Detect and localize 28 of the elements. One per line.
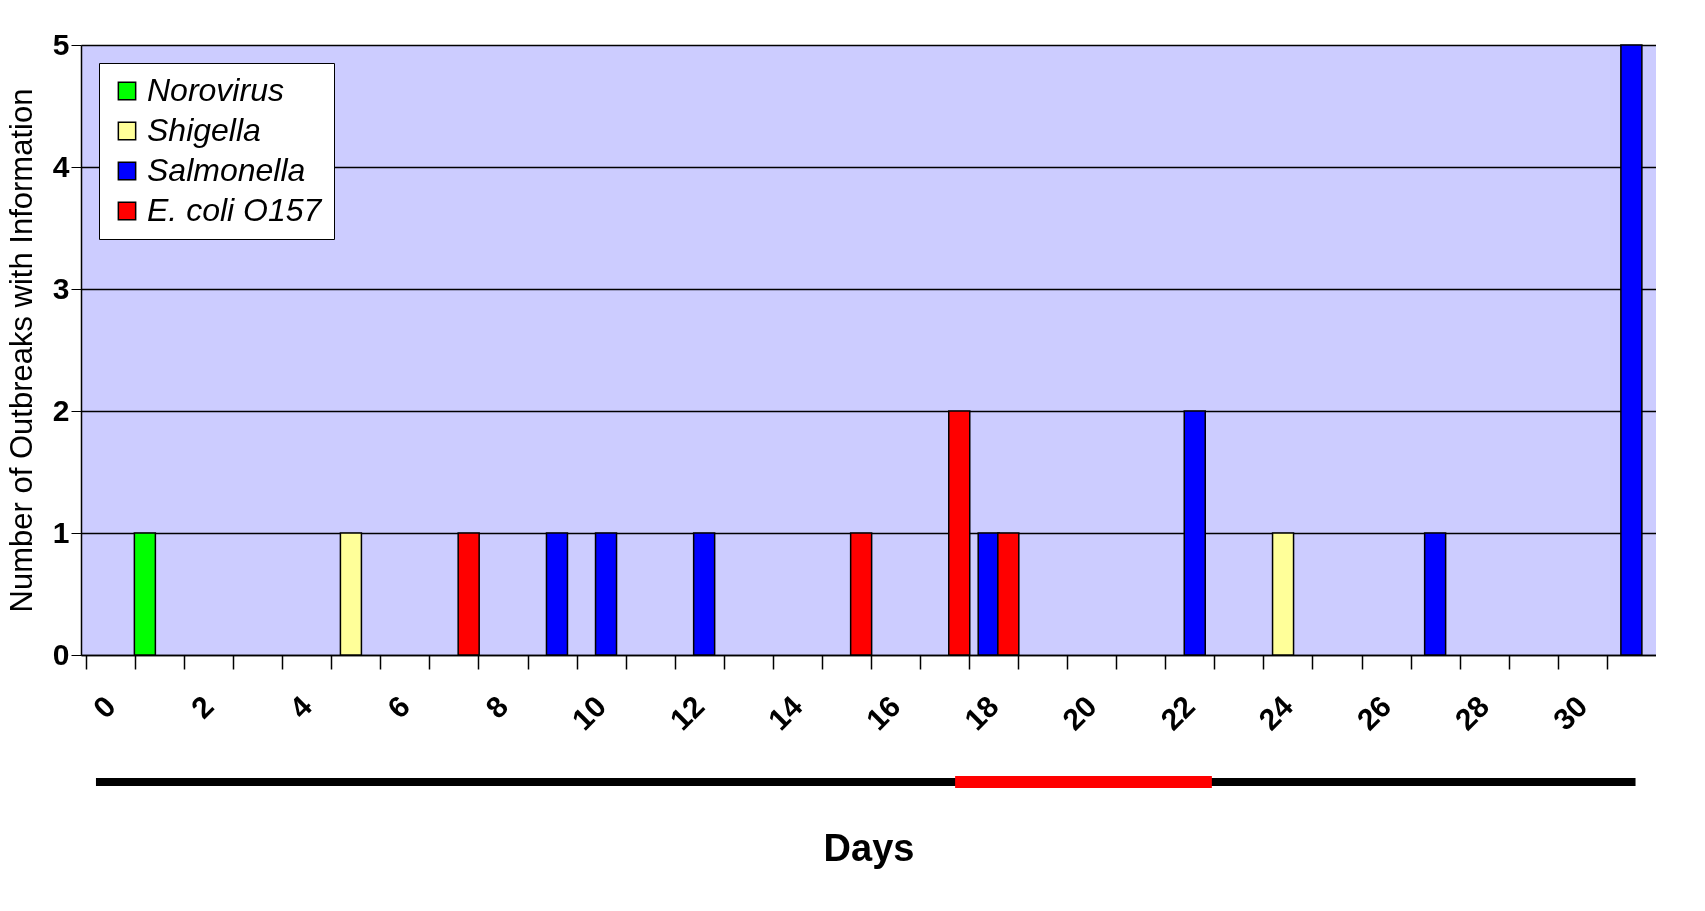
x-tick-label: 30 [1546,689,1594,737]
x-tick-label: 6 [380,689,417,725]
x-tick-label: 12 [663,689,711,737]
x-axis-title: Days [823,827,915,870]
legend-label: Shigella [147,112,261,148]
legend-label: Norovirus [147,72,284,108]
y-tick-label: 2 [52,393,70,427]
x-tick-label: 10 [565,689,613,737]
x-tick-label: 22 [1154,689,1202,737]
x-tick-label: 26 [1350,689,1398,737]
y-axis-title: Number of Outbreaks with Information [3,88,39,613]
y-tick-label: 3 [52,271,70,305]
x-tick-label: 8 [479,689,515,725]
y-tick-label: 4 [52,149,70,183]
x-tick-label: 28 [1448,689,1496,737]
y-tick-label: 0 [52,637,70,671]
x-tick-label: 14 [761,689,809,737]
x-tick-label: 4 [282,689,319,725]
y-tick-label: 1 [52,515,70,549]
x-tick-label: 2 [184,689,220,725]
y-tick-label: 5 [52,27,70,61]
x-tick-label: 18 [957,689,1005,737]
x-tick-label: 16 [859,689,907,737]
legend-label: E. coli O157 [147,192,323,228]
x-tick-label: 24 [1252,689,1300,737]
x-tick-label: 20 [1055,689,1103,737]
x-tick-label: 0 [86,689,122,725]
legend-label: Salmonella [147,152,306,188]
